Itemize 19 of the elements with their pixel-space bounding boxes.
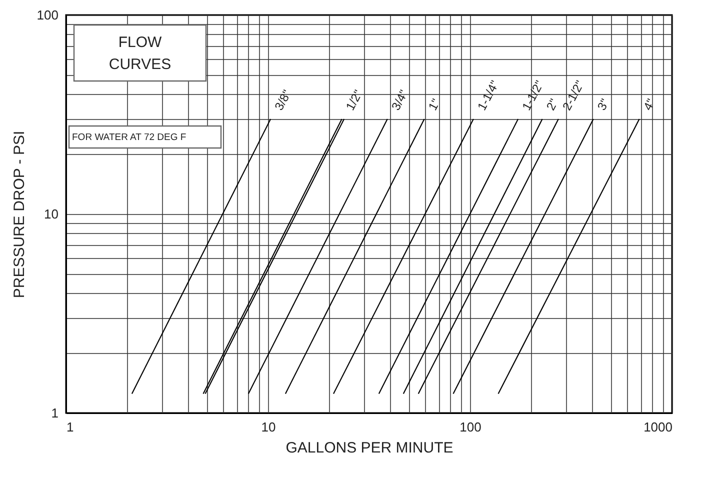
text: 1": [426, 96, 444, 113]
text: 3/4": [388, 88, 411, 113]
annotation: FOR WATER AT 72 DEG F: [72, 132, 186, 143]
y-tick-label: 1: [51, 406, 58, 420]
x-tick-label: 1: [66, 420, 74, 434]
y-axis-title: PRESSURE DROP - PSI: [10, 130, 28, 298]
text: 3/8": [272, 88, 294, 113]
x-axis-title: GALLONS PER MINUTE: [286, 440, 454, 456]
text: FLOW CURVES: [108, 34, 172, 73]
text: 4": [640, 96, 658, 113]
x-tick-label: 100: [460, 420, 482, 434]
text: 1-1/4": [474, 78, 502, 113]
text: 3": [594, 96, 612, 113]
text: 1/2": [343, 88, 366, 113]
y-tick-label: 100: [36, 8, 58, 22]
y-tick-label: 10: [44, 206, 58, 222]
x-tick-label: 10: [261, 420, 276, 434]
text: 2-1/2": [560, 78, 587, 113]
x-tick-label: 1000: [644, 420, 672, 434]
